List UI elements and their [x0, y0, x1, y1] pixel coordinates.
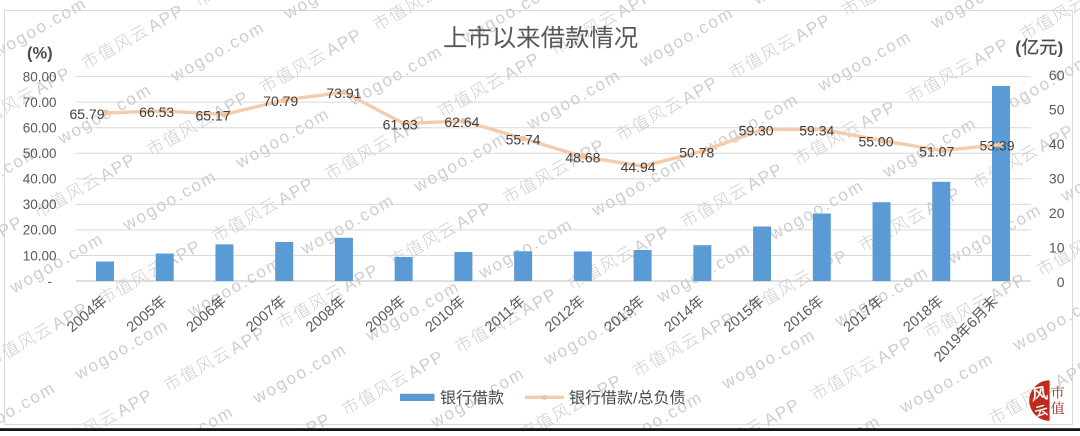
svg-text:62.64: 62.64 [444, 114, 479, 130]
svg-text:70.00: 70.00 [23, 95, 57, 110]
svg-text:-: - [48, 274, 53, 289]
svg-text:60: 60 [1049, 67, 1065, 83]
svg-text:65.17: 65.17 [195, 107, 230, 123]
svg-text:40: 40 [1049, 136, 1065, 152]
svg-text:40.00: 40.00 [23, 172, 57, 187]
svg-text:55.74: 55.74 [506, 132, 541, 148]
svg-text:30: 30 [1049, 170, 1065, 186]
svg-text:65.79: 65.79 [69, 106, 104, 122]
svg-text:/: / [633, 390, 638, 407]
svg-text:61.63: 61.63 [383, 117, 418, 133]
svg-text:0: 0 [1057, 274, 1065, 290]
svg-text:73.91: 73.91 [326, 85, 361, 101]
svg-text:80.00: 80.00 [23, 69, 57, 84]
svg-text:55.00: 55.00 [858, 133, 893, 149]
svg-text:20: 20 [1049, 205, 1065, 221]
svg-text:10: 10 [1049, 239, 1065, 255]
svg-text:): ) [1058, 39, 1064, 58]
svg-text:44.94: 44.94 [621, 159, 656, 175]
svg-text:(%): (%) [27, 45, 53, 63]
svg-text:(: ( [1015, 38, 1021, 58]
svg-text:66.53: 66.53 [139, 104, 174, 120]
svg-text:51.07: 51.07 [919, 144, 954, 160]
svg-text:50.00: 50.00 [23, 146, 57, 161]
svg-text:59.34: 59.34 [799, 122, 834, 138]
svg-text:53.39: 53.39 [979, 138, 1014, 154]
svg-text:50.78: 50.78 [679, 144, 714, 160]
svg-text:59.30: 59.30 [739, 122, 774, 138]
svg-text:60.00: 60.00 [23, 120, 57, 135]
svg-text:50: 50 [1049, 101, 1065, 117]
svg-text:20.00: 20.00 [23, 223, 57, 238]
svg-text:10.00: 10.00 [23, 248, 57, 263]
svg-text:48.68: 48.68 [565, 150, 600, 166]
svg-text:70.79: 70.79 [263, 93, 298, 109]
svg-text:30.00: 30.00 [23, 197, 57, 212]
